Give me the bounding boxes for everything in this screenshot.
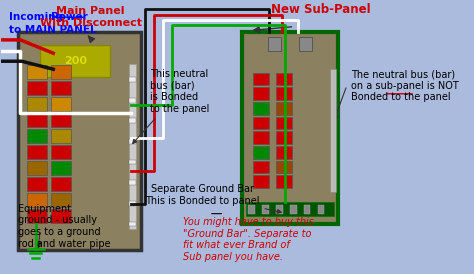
Bar: [268, 37, 281, 51]
Bar: [51, 65, 71, 79]
Bar: [129, 160, 136, 164]
Bar: [129, 180, 136, 185]
Bar: [253, 175, 269, 188]
Text: You might have to buy this
"Ground Bar". Separate to
fit what ever Brand of
Sub : You might have to buy this "Ground Bar".…: [182, 217, 313, 262]
Bar: [27, 129, 47, 143]
Bar: [253, 102, 269, 115]
Text: Incoming: Incoming: [9, 12, 67, 22]
Bar: [27, 177, 47, 191]
Bar: [51, 113, 71, 127]
Bar: [275, 117, 292, 129]
Bar: [262, 205, 269, 215]
Bar: [129, 118, 136, 123]
Bar: [129, 98, 136, 102]
Bar: [246, 202, 334, 216]
Bar: [253, 87, 269, 100]
Bar: [275, 131, 292, 144]
Bar: [40, 45, 110, 77]
Bar: [242, 32, 338, 224]
Bar: [318, 205, 324, 215]
Bar: [51, 177, 71, 191]
Text: This neutral
bus (bar)
is Bonded
to the panel: This neutral bus (bar) is Bonded to the …: [133, 69, 209, 144]
Bar: [27, 113, 47, 127]
Bar: [27, 81, 47, 95]
Bar: [253, 161, 269, 173]
Bar: [51, 145, 71, 159]
Bar: [275, 146, 292, 159]
Bar: [275, 175, 292, 188]
Text: The neutral bus (bar)
on a sub-panel is NOT
Bonded to the panel: The neutral bus (bar) on a sub-panel is …: [351, 69, 459, 102]
Bar: [304, 205, 310, 215]
Bar: [299, 37, 312, 51]
Bar: [129, 77, 136, 82]
Bar: [275, 87, 292, 100]
Text: Separate Ground Bar
This is Bonded to panel: Separate Ground Bar This is Bonded to pa…: [145, 184, 281, 213]
Text: Main Panel
With Disconnect: Main Panel With Disconnect: [39, 6, 142, 28]
Bar: [129, 139, 136, 144]
Bar: [275, 102, 292, 115]
Bar: [51, 193, 71, 207]
Bar: [275, 161, 292, 173]
Bar: [276, 205, 283, 215]
Bar: [51, 81, 71, 95]
Bar: [51, 161, 71, 175]
Text: to MAIN PANEL: to MAIN PANEL: [9, 25, 97, 35]
Text: Equipment
ground - usually
goes to a ground
rod and water pipe: Equipment ground - usually goes to a gro…: [18, 204, 111, 249]
Text: 200: 200: [64, 56, 87, 66]
Bar: [51, 209, 71, 223]
Bar: [27, 97, 47, 111]
Text: New Sub-Panel: New Sub-Panel: [271, 3, 371, 16]
Bar: [248, 205, 255, 215]
Bar: [253, 117, 269, 129]
Bar: [18, 32, 141, 250]
Bar: [27, 193, 47, 207]
Bar: [129, 222, 136, 226]
Bar: [290, 205, 297, 215]
Bar: [253, 146, 269, 159]
Bar: [129, 201, 136, 206]
Bar: [253, 73, 269, 85]
Bar: [275, 73, 292, 85]
Bar: [27, 145, 47, 159]
Bar: [129, 64, 136, 229]
Text: Power: Power: [51, 12, 88, 22]
Bar: [253, 131, 269, 144]
Bar: [51, 129, 71, 143]
Bar: [27, 209, 47, 223]
Bar: [27, 161, 47, 175]
Bar: [330, 69, 336, 192]
Bar: [27, 65, 47, 79]
Bar: [51, 97, 71, 111]
